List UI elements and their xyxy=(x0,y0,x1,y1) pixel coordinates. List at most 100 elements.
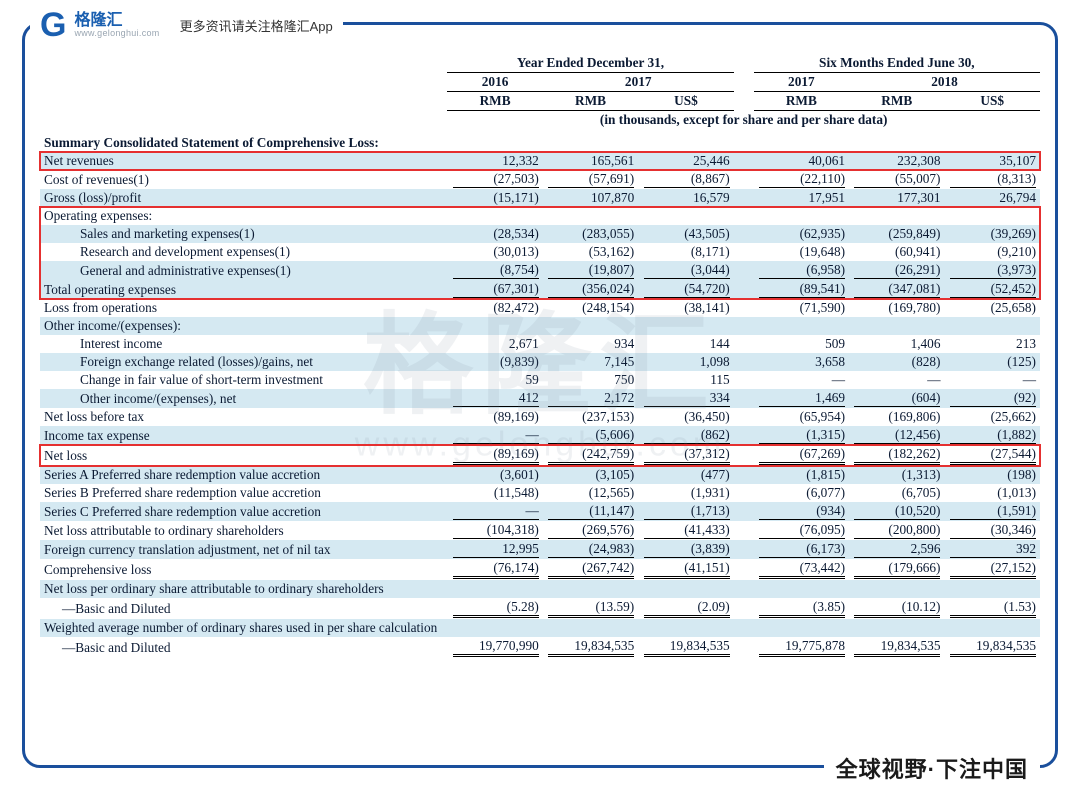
cell-value: (3.85) xyxy=(754,598,849,619)
cell-value: (604) xyxy=(849,389,944,408)
cell-value: (169,806) xyxy=(849,408,944,426)
cell-value: 59 xyxy=(447,371,542,389)
cell-value: (92) xyxy=(944,389,1040,408)
cell-value: 107,870 xyxy=(543,189,638,207)
logo-mark: G xyxy=(40,8,66,42)
table-row: —Basic and Diluted19,770,99019,834,53519… xyxy=(40,637,1040,658)
cell-value: (10.12) xyxy=(849,598,944,619)
cell-value: (89,169) xyxy=(447,445,542,466)
section-title: Summary Consolidated Statement of Compre… xyxy=(40,129,1040,152)
table-row: —Basic and Diluted(5.28)(13.59)(2.09)(3.… xyxy=(40,598,1040,619)
cell-value: (71,590) xyxy=(754,299,849,317)
cell-value: (1,591) xyxy=(944,502,1040,521)
cell-value: 19,775,878 xyxy=(754,637,849,658)
cell-value: (828) xyxy=(849,353,944,371)
cell-value: 19,834,535 xyxy=(849,637,944,658)
table-row: Operating expenses: xyxy=(40,207,1040,225)
table-row: General and administrative expenses(1)(8… xyxy=(40,261,1040,280)
table-row: Weighted average number of ordinary shar… xyxy=(40,619,1040,637)
cell-value: — xyxy=(447,426,542,445)
cell-value: (27,544) xyxy=(944,445,1040,466)
cell-value: (19,648) xyxy=(754,243,849,261)
cell-value: 2,671 xyxy=(447,335,542,353)
table-row: Net loss per ordinary share attributable… xyxy=(40,580,1040,598)
unit-usd: US$ xyxy=(638,92,733,111)
row-label: —Basic and Diluted xyxy=(40,637,447,658)
cell-value: (2.09) xyxy=(638,598,733,619)
cell-value: (27,503) xyxy=(447,170,542,189)
cell-value: (30,013) xyxy=(447,243,542,261)
cell-value: (477) xyxy=(638,466,733,484)
cell-value: 213 xyxy=(944,335,1040,353)
cell-value: (89,169) xyxy=(447,408,542,426)
cell-value: (22,110) xyxy=(754,170,849,189)
logo-name-cn: 格隆汇 xyxy=(74,13,159,29)
cell-value: (67,301) xyxy=(447,280,542,299)
table-row: Comprehensive loss(76,174)(267,742)(41,1… xyxy=(40,559,1040,580)
table-row: Series A Preferred share redemption valu… xyxy=(40,466,1040,484)
cell-value: (27,152) xyxy=(944,559,1040,580)
row-label: Loss from operations xyxy=(40,299,447,317)
row-label: —Basic and Diluted xyxy=(40,598,447,619)
row-label: Series A Preferred share redemption valu… xyxy=(40,466,447,484)
cell-value: (1,815) xyxy=(754,466,849,484)
table-row: Cost of revenues(1)(27,503)(57,691)(8,86… xyxy=(40,170,1040,189)
cell-value: (3,044) xyxy=(638,261,733,280)
row-label: Weighted average number of ordinary shar… xyxy=(40,619,447,637)
cell-value: 177,301 xyxy=(849,189,944,207)
table-body: Summary Consolidated Statement of Compre… xyxy=(40,129,1040,658)
cell-value: (10,520) xyxy=(849,502,944,521)
cell-value: (38,141) xyxy=(638,299,733,317)
row-label: Sales and marketing expenses(1) xyxy=(40,225,447,243)
cell-value: (57,691) xyxy=(543,170,638,189)
cell-value: 35,107 xyxy=(944,152,1040,170)
table-row: Net loss before tax(89,169)(237,153)(36,… xyxy=(40,408,1040,426)
cell-value: 16,579 xyxy=(638,189,733,207)
cell-value: 19,770,990 xyxy=(447,637,542,658)
cell-value: (1.53) xyxy=(944,598,1040,619)
cell-value: (8,313) xyxy=(944,170,1040,189)
cell-value: (182,262) xyxy=(849,445,944,466)
cell-value: (1,013) xyxy=(944,484,1040,502)
row-label: Operating expenses: xyxy=(40,207,447,225)
row-label: Other income/(expenses), net xyxy=(40,389,447,408)
cell-value: (12,565) xyxy=(543,484,638,502)
cell-value: 19,834,535 xyxy=(638,637,733,658)
logo-url: www.gelonghui.com xyxy=(74,29,159,38)
cell-value: (1,713) xyxy=(638,502,733,521)
cell-value: (179,666) xyxy=(849,559,944,580)
row-label: Total operating expenses xyxy=(40,280,447,299)
cell-value: (55,007) xyxy=(849,170,944,189)
cell-value: (39,269) xyxy=(944,225,1040,243)
cell-value: (43,505) xyxy=(638,225,733,243)
row-label: Series C Preferred share redemption valu… xyxy=(40,502,447,521)
cell-value: 3,658 xyxy=(754,353,849,371)
table-row: Net revenues12,332165,56125,44640,061232… xyxy=(40,152,1040,170)
cell-value: 750 xyxy=(543,371,638,389)
cell-value: (237,153) xyxy=(543,408,638,426)
cell-value: (3,105) xyxy=(543,466,638,484)
cell-value: (76,095) xyxy=(754,521,849,540)
cell-value: 934 xyxy=(543,335,638,353)
cell-value: 509 xyxy=(754,335,849,353)
cell-value: (862) xyxy=(638,426,733,445)
cell-value: (36,450) xyxy=(638,408,733,426)
header-group-six-months: Six Months Ended June 30, xyxy=(754,54,1040,73)
cell-value: (8,171) xyxy=(638,243,733,261)
cell-value: (41,433) xyxy=(638,521,733,540)
cell-value: (12,456) xyxy=(849,426,944,445)
cell-value: (5,606) xyxy=(543,426,638,445)
cell-value: 17,951 xyxy=(754,189,849,207)
cell-value: (60,941) xyxy=(849,243,944,261)
table-row: Net loss attributable to ordinary shareh… xyxy=(40,521,1040,540)
table-row: Other income/(expenses): xyxy=(40,317,1040,335)
unit-rmb: RMB xyxy=(754,92,849,111)
header-2018: 2018 xyxy=(849,73,1040,92)
cell-value: (125) xyxy=(944,353,1040,371)
cell-value: (52,452) xyxy=(944,280,1040,299)
header-group-year: Year Ended December 31, xyxy=(447,54,733,73)
cell-value: 334 xyxy=(638,389,733,408)
cell-value: (169,780) xyxy=(849,299,944,317)
cell-value: (3,839) xyxy=(638,540,733,559)
cell-value: 115 xyxy=(638,371,733,389)
